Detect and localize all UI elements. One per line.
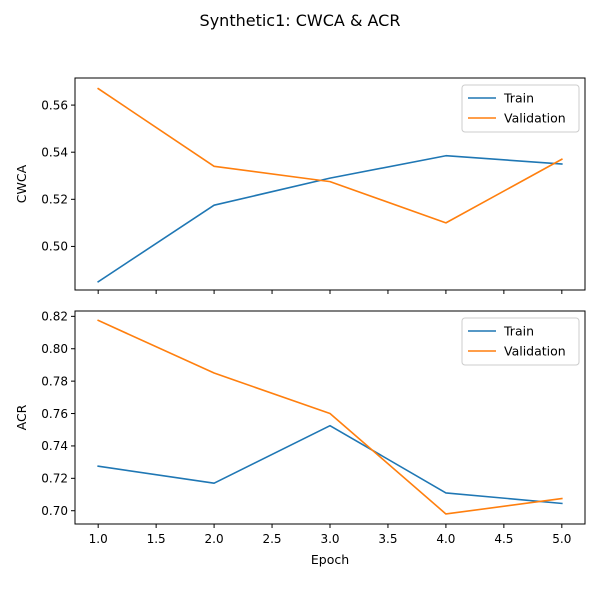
acr-ytick-label: 0.72 [41, 472, 68, 486]
acr-ytick-label: 0.78 [41, 374, 68, 388]
acr-x-axis-label: Epoch [311, 552, 349, 567]
acr-xtick-label: 4.5 [494, 532, 513, 546]
acr-ytick-label: 0.80 [41, 342, 68, 356]
acr-legend: Train Validation [461, 317, 580, 366]
acr-xtick-label: 3.0 [320, 532, 339, 546]
cwca-panel: 0.50 0.52 0.54 0.56 CWCA Train Validation [14, 77, 586, 294]
acr-y-axis-label: ACR [14, 404, 29, 430]
cwca-legend: Train Validation [461, 84, 580, 133]
cwca-legend-train-label: Train [503, 91, 534, 106]
acr-validation-line [97, 319, 563, 515]
cwca-train-line [97, 154, 563, 283]
cwca-validation-line [97, 87, 563, 224]
acr-xtick-label: 2.5 [262, 532, 281, 546]
acr-legend-train-label: Train [503, 324, 534, 339]
acr-xtick-label: 4.0 [436, 532, 455, 546]
cwca-ytick-label: 0.50 [41, 240, 68, 254]
acr-xtick-label: 1.5 [147, 532, 166, 546]
acr-xtick-label: 1.0 [89, 532, 108, 546]
cwca-ytick-label: 0.52 [41, 193, 68, 207]
cwca-legend-box [461, 84, 580, 133]
acr-ytick-label: 0.74 [41, 439, 68, 453]
acr-ytick-label: 0.70 [41, 504, 68, 518]
acr-train-line [97, 424, 563, 505]
acr-ytick-label: 0.76 [41, 407, 68, 421]
cwca-y-axis-label: CWCA [14, 164, 29, 203]
acr-legend-validation-label: Validation [504, 344, 566, 359]
cwca-ytick-label: 0.54 [41, 146, 68, 160]
cwca-legend-validation-label: Validation [504, 111, 566, 126]
acr-xtick-label: 5.0 [552, 532, 571, 546]
acr-ytick-label: 0.82 [41, 310, 68, 324]
acr-xtick-label: 2.0 [205, 532, 224, 546]
figure-title: Synthetic1: CWCA & ACR [200, 11, 401, 30]
acr-panel: 0.70 0.72 0.74 0.76 0.78 0.80 0.82 1.0 1.5 2.0 2.5… [14, 310, 586, 567]
acr-xtick-label: 3.5 [378, 532, 397, 546]
acr-legend-box [461, 317, 580, 366]
cwca-ytick-label: 0.56 [41, 98, 68, 112]
